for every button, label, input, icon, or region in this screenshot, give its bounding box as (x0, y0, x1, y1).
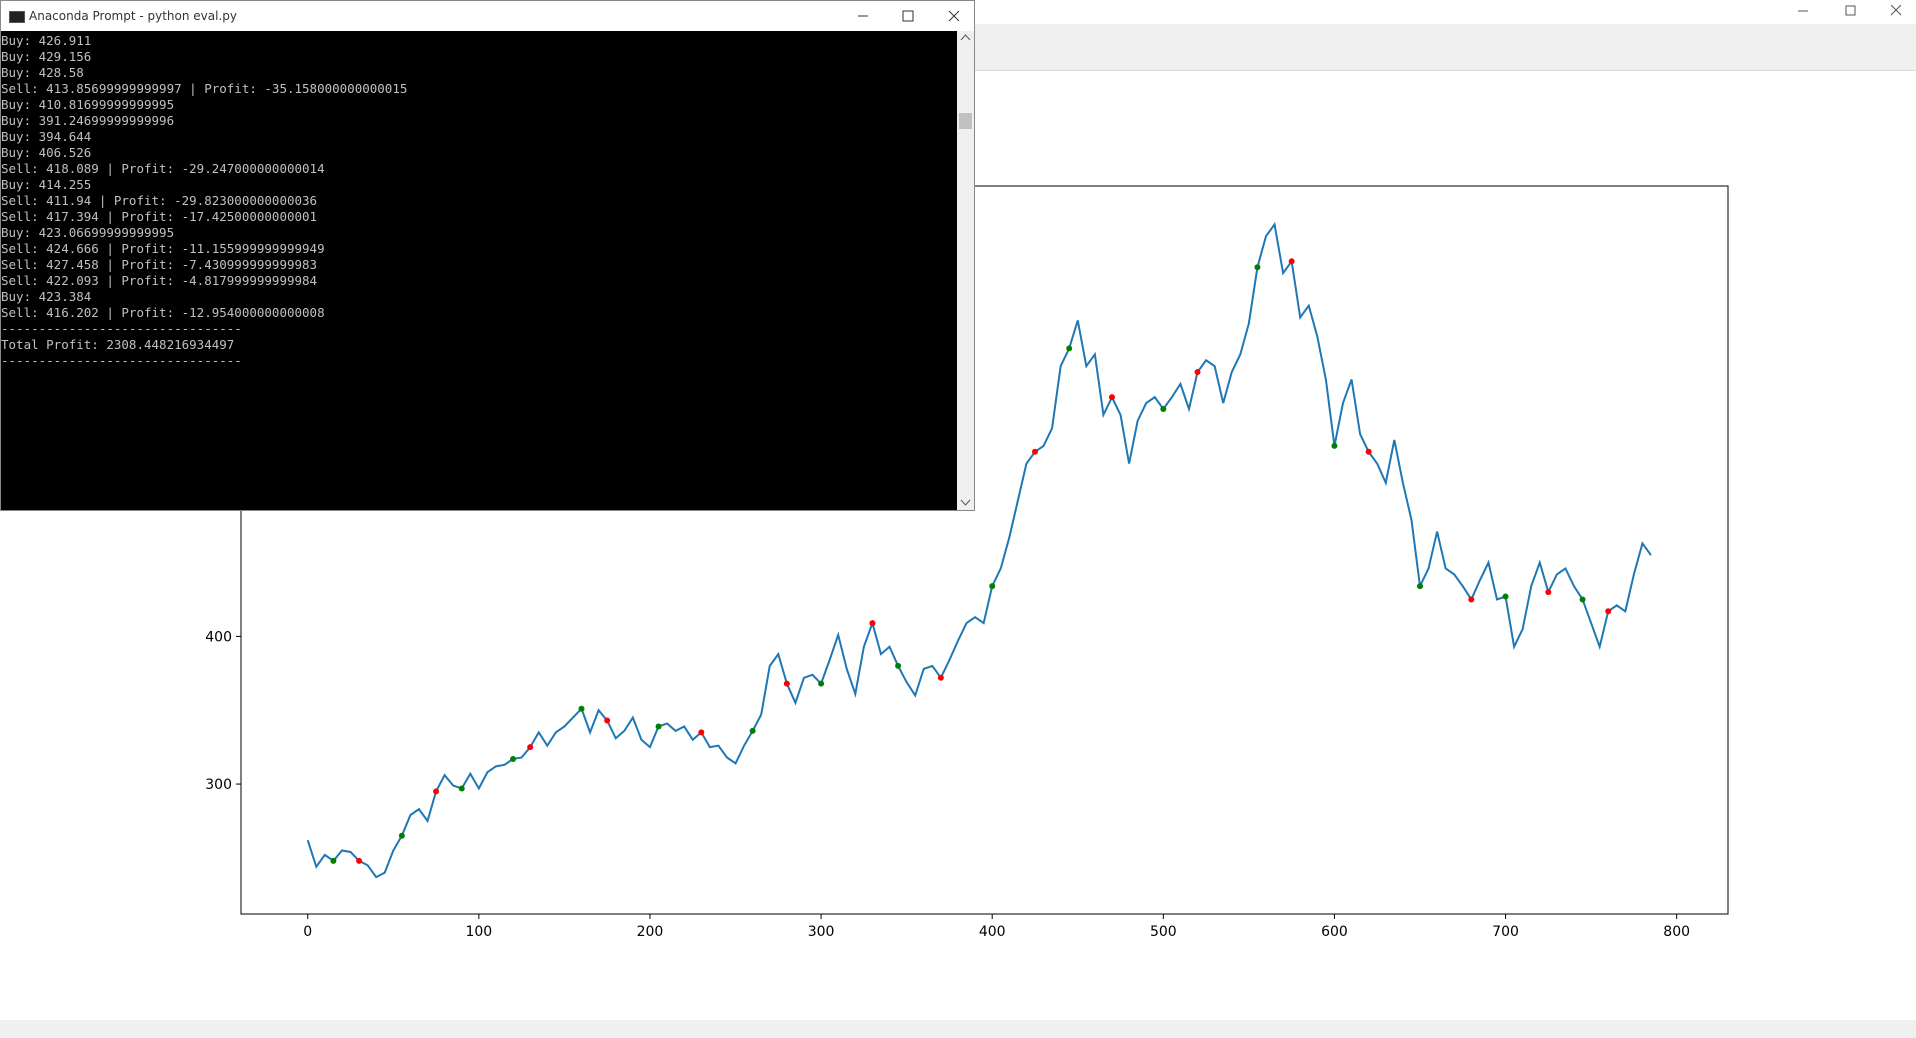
terminal-line: Buy: 423.384 (1, 289, 92, 304)
restore-button[interactable] (1845, 5, 1856, 16)
sell-marker (1288, 258, 1295, 265)
sell-marker (1194, 369, 1201, 376)
maximize-button[interactable] (902, 10, 914, 22)
terminal-title: Anaconda Prompt - python eval.py (29, 9, 238, 23)
terminal-title-bar: Anaconda Prompt - python eval.py (1, 1, 974, 31)
terminal-line: Sell: 413.85699999999997 | Profit: -35.1… (1, 81, 408, 96)
buy-marker (1416, 583, 1423, 590)
sell-marker (1031, 448, 1038, 455)
terminal-line: Sell: 424.666 | Profit: -11.155999999999… (1, 241, 325, 256)
terminal-line: -------------------------------- (1, 353, 242, 368)
terminal-line: Sell: 411.94 | Profit: -29.8230000000000… (1, 193, 318, 208)
sell-marker (1108, 394, 1115, 401)
buy-marker (1160, 405, 1167, 412)
buy-marker (749, 727, 756, 734)
sell-marker (604, 717, 611, 724)
terminal-line: Buy: 414.255 (1, 177, 92, 192)
sell-marker (1468, 596, 1475, 603)
buy-marker (1579, 596, 1586, 603)
buy-marker (818, 680, 825, 687)
x-tick-label: 0 (303, 924, 312, 940)
sell-marker (698, 729, 705, 736)
terminal-line: Buy: 429.156 (1, 49, 92, 64)
terminal-controls (858, 10, 960, 22)
terminal-window[interactable]: Anaconda Prompt - python eval.py Buy: 42… (0, 0, 975, 511)
scroll-up[interactable] (960, 34, 971, 41)
close-button[interactable] (1890, 4, 1902, 16)
buy-marker (1331, 442, 1338, 449)
buy-marker (1502, 593, 1509, 600)
terminal-line: Sell: 418.089 | Profit: -29.247000000000… (1, 161, 325, 176)
terminal-line: -------------------------------- (1, 321, 242, 336)
window-controls (1798, 4, 1902, 16)
sell-marker (1545, 589, 1552, 596)
buy-marker (989, 583, 996, 590)
x-tick-label: 300 (808, 924, 835, 940)
x-tick-label: 700 (1492, 924, 1519, 940)
plot-frame (240, 185, 1729, 915)
terminal-line: Sell: 417.394 | Profit: -17.425000000000… (1, 209, 318, 224)
status-bar (0, 1020, 1916, 1038)
sell-marker (937, 674, 944, 681)
scrollbar[interactable] (957, 31, 974, 510)
x-tick-label: 500 (1150, 924, 1177, 940)
scroll-down[interactable] (960, 499, 971, 506)
scroll-thumb[interactable] (959, 113, 972, 129)
terminal-icon (9, 11, 25, 23)
buy-marker (510, 755, 517, 762)
x-tick-label: 200 (637, 924, 664, 940)
buy-marker (330, 857, 337, 864)
sell-marker (433, 788, 440, 795)
sell-marker (527, 744, 534, 751)
y-tick-label: 400 (205, 629, 232, 645)
buy-marker (578, 705, 585, 712)
terminal-output: Buy: 426.911 Buy: 429.156 Buy: 428.58 Sell:… (1, 31, 959, 510)
terminal-line: Buy: 428.58 (1, 65, 84, 80)
terminal-line: Buy: 391.24699999999996 (1, 113, 175, 128)
sell-marker (1605, 608, 1612, 615)
sell-marker (1365, 448, 1372, 455)
terminal-line: Buy: 406.526 (1, 145, 92, 160)
chart: 0 100 200 300 400 500 600 700 800 300 400 (205, 185, 1729, 940)
buy-marker (655, 723, 662, 730)
sell-marker (783, 680, 790, 687)
terminal-line: Sell: 422.093 | Profit: -4.8179999999999… (1, 273, 318, 288)
terminal-line: Sell: 416.202 | Profit: -12.954000000000… (1, 305, 325, 320)
buy-marker (398, 832, 405, 839)
buy-marker (1254, 264, 1261, 271)
buy-marker (458, 785, 465, 792)
sell-marker (869, 620, 876, 627)
x-tick-label: 400 (979, 924, 1006, 940)
terminal-line: Buy: 394.644 (1, 129, 92, 144)
buy-marker (895, 662, 902, 669)
buy-marker (1066, 345, 1073, 352)
terminal-line: Buy: 426.911 (1, 33, 92, 48)
x-tick-label: 600 (1321, 924, 1348, 940)
sell-marker (356, 857, 363, 864)
terminal-line: Buy: 423.06699999999995 (1, 225, 175, 240)
y-tick-label: 300 (205, 777, 232, 793)
terminal-line: Sell: 427.458 | Profit: -7.4309999999999… (1, 257, 318, 272)
terminal-line: Buy: 410.81699999999995 (1, 97, 175, 112)
close-button[interactable] (948, 10, 960, 22)
scrollbar-graphics (959, 34, 972, 506)
x-tick-label: 800 (1663, 924, 1690, 940)
terminal-line: Total Profit: 2308.448216934497 (1, 337, 235, 352)
x-tick-label: 100 (465, 924, 492, 940)
